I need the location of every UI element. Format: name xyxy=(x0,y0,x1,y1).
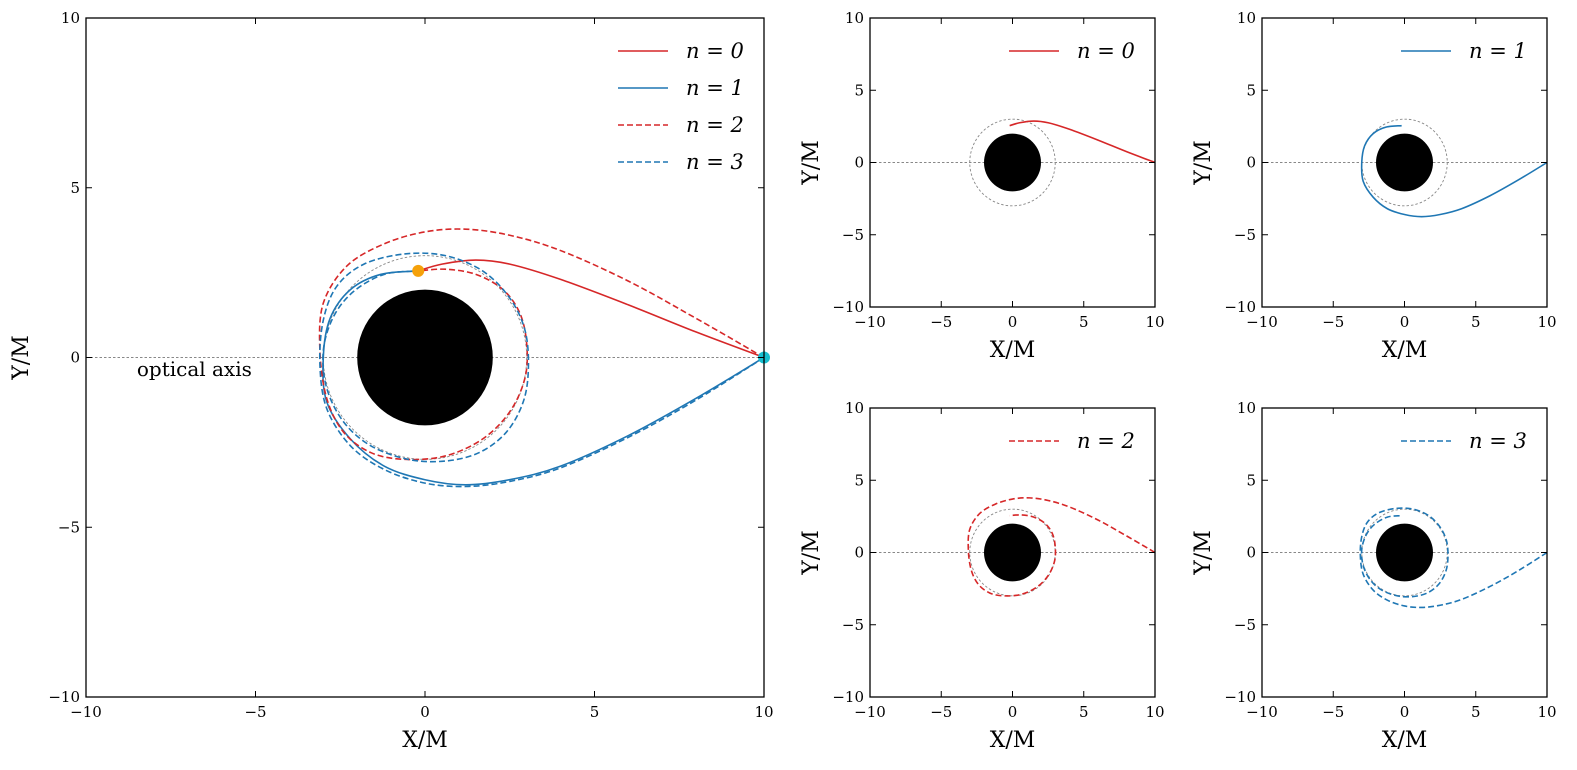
legend-label: n = 3 xyxy=(686,150,744,174)
x-tick-label: −10 xyxy=(854,313,886,331)
y-tick-label: 0 xyxy=(1246,154,1256,172)
legend-label: n = 2 xyxy=(686,113,744,137)
y-tick-label: 0 xyxy=(1246,544,1256,562)
x-tick-label: −5 xyxy=(930,313,952,331)
y-tick-label: −5 xyxy=(1234,226,1256,244)
y-tick-label: 0 xyxy=(854,154,864,172)
x-tick-label: 5 xyxy=(1079,703,1089,721)
x-tick-label: 10 xyxy=(1537,313,1556,331)
x-axis-label: X/M xyxy=(402,728,448,753)
x-tick-label: 5 xyxy=(590,703,600,721)
x-tick-label: 0 xyxy=(420,703,430,721)
plot-area xyxy=(1262,118,1547,218)
legend-label: n = 2 xyxy=(1077,429,1135,453)
plot-area xyxy=(1262,507,1547,609)
black-hole xyxy=(984,133,1041,192)
x-axis-label: X/M xyxy=(990,338,1036,363)
series-line-n3 xyxy=(1359,507,1547,609)
panel-n1: −10 −5 0 5 10 −10 −5 0 5 10 X/M Y/M n = 1 xyxy=(1191,9,1557,363)
legend-label: n = 0 xyxy=(1077,39,1135,63)
x-tick-label: 10 xyxy=(1145,313,1164,331)
legend-label: n = 1 xyxy=(1469,39,1527,63)
optical-axis-label: optical axis xyxy=(137,357,252,381)
y-tick-label: 5 xyxy=(1246,81,1256,99)
y-tick-label: 5 xyxy=(854,81,864,99)
x-tick-label: 0 xyxy=(1400,313,1410,331)
black-hole xyxy=(1376,133,1433,192)
y-tick-label: 0 xyxy=(70,349,80,367)
x-tick-label: 0 xyxy=(1008,703,1018,721)
x-tick-label: −5 xyxy=(1322,313,1344,331)
y-axis-label: Y/M xyxy=(799,140,824,185)
x-tick-label: 0 xyxy=(1400,703,1410,721)
panel-n3: −10 −5 0 5 10 −10 −5 0 5 10 X/M Y/M n = 3 xyxy=(1191,399,1557,753)
x-tick-label: −10 xyxy=(70,703,102,721)
black-hole xyxy=(1376,523,1433,582)
series-line-n2 xyxy=(967,497,1155,597)
y-tick-label: −10 xyxy=(832,688,864,706)
y-tick-label: 5 xyxy=(70,179,80,197)
panel-n2: −10 −5 0 5 10 −10 −5 0 5 10 X/M Y/M n = 2 xyxy=(799,399,1165,753)
legend-label: n = 1 xyxy=(686,76,744,100)
y-tick-label: 10 xyxy=(1237,9,1256,27)
legend-label: n = 0 xyxy=(686,39,744,63)
series-line-n1 xyxy=(1360,124,1547,218)
y-tick-label: −10 xyxy=(1224,688,1256,706)
y-tick-label: 10 xyxy=(61,9,80,27)
y-axis-label: Y/M xyxy=(1191,140,1216,185)
series-line-n2 xyxy=(318,228,764,461)
x-tick-label: 10 xyxy=(754,703,773,721)
x-tick-label: −5 xyxy=(244,703,266,721)
y-tick-label: −5 xyxy=(1234,616,1256,634)
series-line-n3 xyxy=(318,252,764,488)
y-tick-label: 10 xyxy=(845,399,864,417)
y-tick-label: −5 xyxy=(842,616,864,634)
y-axis-label: Y/M xyxy=(799,530,824,575)
x-tick-label: 5 xyxy=(1079,313,1089,331)
x-tick-label: 5 xyxy=(1471,313,1481,331)
x-axis-label: X/M xyxy=(1382,728,1428,753)
y-axis-label: Y/M xyxy=(9,335,34,380)
plot-area xyxy=(86,228,764,488)
plot-area xyxy=(870,497,1155,597)
x-tick-label: −10 xyxy=(1246,313,1278,331)
y-tick-label: 0 xyxy=(854,544,864,562)
series-line-n0 xyxy=(417,259,764,359)
black-hole xyxy=(357,289,493,426)
y-tick-label: −5 xyxy=(58,518,80,536)
x-tick-label: 5 xyxy=(1471,703,1481,721)
legend-label: n = 3 xyxy=(1469,429,1527,453)
x-tick-label: 0 xyxy=(1008,313,1018,331)
y-tick-label: −10 xyxy=(832,298,864,316)
photon-ring xyxy=(969,118,1056,207)
y-tick-label: 10 xyxy=(1237,399,1256,417)
x-tick-label: 10 xyxy=(1145,703,1164,721)
x-tick-label: −5 xyxy=(930,703,952,721)
series-line-n1 xyxy=(322,270,764,486)
y-tick-label: 10 xyxy=(845,9,864,27)
source-point xyxy=(412,264,425,277)
x-axis-label: X/M xyxy=(990,728,1036,753)
panel-n0: −10 −5 0 5 10 −10 −5 0 5 10 X/M Y/M n = 0 xyxy=(799,9,1165,363)
x-axis-label: X/M xyxy=(1382,338,1428,363)
y-tick-label: −10 xyxy=(48,688,80,706)
plot-area xyxy=(870,118,1155,207)
black-hole xyxy=(984,523,1041,582)
series-line-n0 xyxy=(1009,120,1155,164)
x-tick-label: −5 xyxy=(1322,703,1344,721)
y-tick-label: 5 xyxy=(854,471,864,489)
y-tick-label: 5 xyxy=(1246,471,1256,489)
x-tick-label: −10 xyxy=(854,703,886,721)
y-axis-label: Y/M xyxy=(1191,530,1216,575)
y-tick-label: −5 xyxy=(842,226,864,244)
main-plot: −10 −5 0 5 10 −10 −5 0 5 10 X/M Y/M optical axis n = … xyxy=(9,9,774,753)
x-tick-label: 10 xyxy=(1537,703,1556,721)
y-tick-label: −10 xyxy=(1224,298,1256,316)
x-tick-label: −10 xyxy=(1246,703,1278,721)
